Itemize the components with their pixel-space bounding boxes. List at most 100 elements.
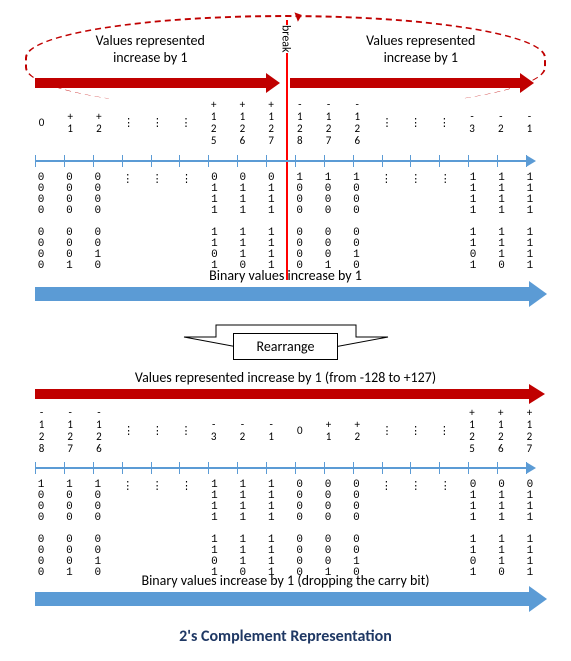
value-cell: +1 xyxy=(64,97,77,147)
value-cell: ⋮ xyxy=(150,405,163,455)
binary-cell: ⋮ xyxy=(438,172,451,262)
value-cell: 0 xyxy=(293,405,306,455)
binary-cell: 0111 1110 xyxy=(496,479,508,569)
binary-cell: 1000 0001 xyxy=(322,172,334,262)
value-cell: -1 xyxy=(523,97,536,147)
tick xyxy=(295,462,296,474)
tick xyxy=(93,155,94,167)
tick xyxy=(324,155,325,167)
top-left-label: Values represented increase by 1 xyxy=(15,33,286,67)
binary-cell: ⋮ xyxy=(179,172,192,262)
value-cell: ⋮ xyxy=(150,97,163,147)
tick xyxy=(151,155,152,167)
tick xyxy=(93,462,94,474)
tick xyxy=(468,462,469,474)
binary-cell: 0000 0010 xyxy=(92,172,104,262)
tick xyxy=(439,462,440,474)
bottom-red-label: Values represented increase by 1 (from -… xyxy=(15,369,556,386)
tick xyxy=(410,155,411,167)
value-cell: -3 xyxy=(207,405,220,455)
tick xyxy=(122,462,123,474)
tick xyxy=(526,155,527,167)
binary-cell: ⋮ xyxy=(438,479,451,569)
top-right-label-l1: Values represented xyxy=(366,32,475,49)
value-cell: -126 xyxy=(92,405,105,455)
top-right-label-l2: increase by 1 xyxy=(384,49,458,66)
bottom-binary-label: Binary values increase by 1 (dropping th… xyxy=(15,572,556,589)
top-value-row: 0+1+2⋮⋮⋮+125+126+127-128-127-126⋮⋮⋮-3-2-… xyxy=(35,97,536,147)
binary-cell: 1111 1110 xyxy=(496,172,508,262)
top-binary-label: Binary values increase by 1 xyxy=(15,267,556,284)
binary-cell: 0111 1111 xyxy=(524,479,536,569)
tick xyxy=(410,462,411,474)
top-number-line xyxy=(35,160,526,162)
tick xyxy=(382,155,383,167)
binary-cell: ⋮ xyxy=(150,479,163,569)
value-cell: -1 xyxy=(265,405,278,455)
value-cell: +126 xyxy=(494,405,507,455)
binary-cell: 0000 0001 xyxy=(322,479,334,569)
value-cell: +2 xyxy=(351,405,364,455)
bottom-binary-row: 1000 00001000 00011000 0010⋮⋮⋮1111 11011… xyxy=(35,479,536,569)
tick xyxy=(353,155,354,167)
tick xyxy=(208,155,209,167)
value-cell: -2 xyxy=(494,97,507,147)
top-left-label-l1: Values represented xyxy=(96,32,205,49)
binary-cell: ⋮ xyxy=(150,172,163,262)
binary-cell: 1111 1101 xyxy=(208,479,220,569)
tick xyxy=(64,155,65,167)
top-section: Values represented increase by 1 Values … xyxy=(15,15,556,325)
value-cell: +1 xyxy=(322,405,335,455)
value-cell: +127 xyxy=(265,97,278,147)
value-cell: +125 xyxy=(207,97,220,147)
diagram-title: 2's Complement Representation xyxy=(15,627,556,646)
tick xyxy=(237,155,238,167)
rearrange-label: Rearrange xyxy=(233,333,337,360)
tick xyxy=(468,155,469,167)
value-cell: -127 xyxy=(322,97,335,147)
value-cell: -127 xyxy=(64,405,77,455)
tick xyxy=(324,462,325,474)
binary-cell: 1111 1110 xyxy=(237,479,249,569)
value-cell: -3 xyxy=(466,97,479,147)
value-cell: +127 xyxy=(523,405,536,455)
tick xyxy=(353,462,354,474)
top-blue-arrow xyxy=(35,287,531,301)
value-cell: ⋮ xyxy=(121,405,134,455)
value-cell: ⋮ xyxy=(408,97,421,147)
binary-cell: ⋮ xyxy=(379,479,392,569)
binary-cell: 0000 0000 xyxy=(294,479,306,569)
value-cell: ⋮ xyxy=(179,405,192,455)
tick xyxy=(382,462,383,474)
rearrange-block: Rearrange xyxy=(15,325,556,367)
binary-cell: 0000 0001 xyxy=(63,172,75,262)
binary-cell: 0111 1111 xyxy=(265,172,277,262)
binary-cell: 1111 1101 xyxy=(467,172,479,262)
value-cell: +125 xyxy=(466,405,479,455)
binary-cell: ⋮ xyxy=(408,172,421,262)
value-cell: 0 xyxy=(35,97,48,147)
tick xyxy=(526,462,527,474)
value-cell: -2 xyxy=(236,405,249,455)
tick xyxy=(497,462,498,474)
tick xyxy=(237,462,238,474)
binary-cell: ⋮ xyxy=(120,172,133,262)
bottom-blue-arrow xyxy=(35,592,531,606)
tick xyxy=(151,462,152,474)
tick xyxy=(64,462,65,474)
binary-cell: 1000 0000 xyxy=(294,172,306,262)
binary-cell: 1000 0001 xyxy=(63,479,75,569)
bottom-red-arrow xyxy=(35,389,531,399)
tick xyxy=(179,155,180,167)
binary-cell: 1000 0010 xyxy=(92,479,104,569)
tick xyxy=(35,155,36,167)
binary-cell: 0000 0000 xyxy=(35,172,47,262)
binary-cell: 0111 1101 xyxy=(467,479,479,569)
binary-cell: 1000 0000 xyxy=(35,479,47,569)
tick xyxy=(122,155,123,167)
tick xyxy=(497,155,498,167)
value-cell: -128 xyxy=(35,405,48,455)
binary-cell: ⋮ xyxy=(120,479,133,569)
bottom-value-row: -128-127-126⋮⋮⋮-3-2-10+1+2⋮⋮⋮+125+126+12… xyxy=(35,405,536,455)
binary-cell: 1111 1111 xyxy=(265,479,277,569)
